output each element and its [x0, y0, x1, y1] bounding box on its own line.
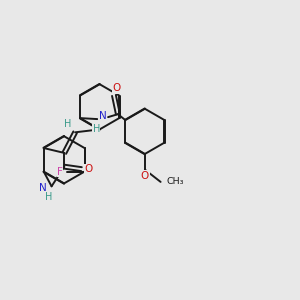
Text: H: H [93, 124, 100, 134]
Text: N: N [99, 111, 106, 121]
Text: F: F [57, 167, 63, 177]
Text: O: O [141, 170, 149, 181]
Text: H: H [64, 119, 71, 129]
Text: O: O [84, 164, 92, 174]
Text: H: H [45, 192, 53, 202]
Text: O: O [112, 83, 121, 93]
Text: N: N [39, 183, 47, 193]
Text: CH₃: CH₃ [167, 177, 184, 186]
